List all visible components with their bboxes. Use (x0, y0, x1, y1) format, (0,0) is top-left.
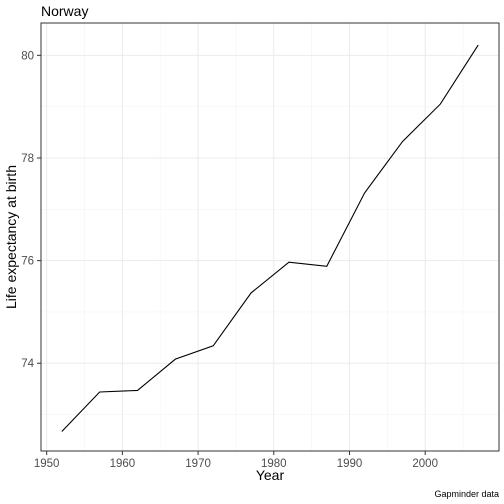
x-tick-label: 1950 (34, 458, 60, 470)
chart-caption: Gapminder data (434, 489, 499, 499)
major-gridlines (41, 23, 499, 451)
x-tick-label: 1970 (185, 458, 211, 470)
y-axis: 74 76 78 80 (21, 50, 41, 370)
y-axis-title: Life expectancy at birth (3, 165, 19, 309)
y-tick-label: 74 (21, 358, 34, 370)
x-tick-label: 1980 (261, 458, 287, 470)
y-tick-label: 78 (21, 153, 34, 165)
y-tick-label: 80 (21, 50, 34, 62)
y-tick-label: 76 (21, 256, 34, 268)
x-axis: 1950 1960 1970 1980 1990 2000 (34, 451, 438, 470)
chart-title: Norway (41, 3, 88, 19)
x-tick-label: 1960 (110, 458, 136, 470)
x-tick-label: 1990 (337, 458, 363, 470)
plot-border (40, 22, 500, 452)
plot-panel (41, 23, 499, 451)
minor-gridlines (41, 23, 499, 451)
x-axis-title: Year (256, 467, 285, 483)
series-line (61, 44, 479, 432)
x-tick-label: 2000 (412, 458, 438, 470)
